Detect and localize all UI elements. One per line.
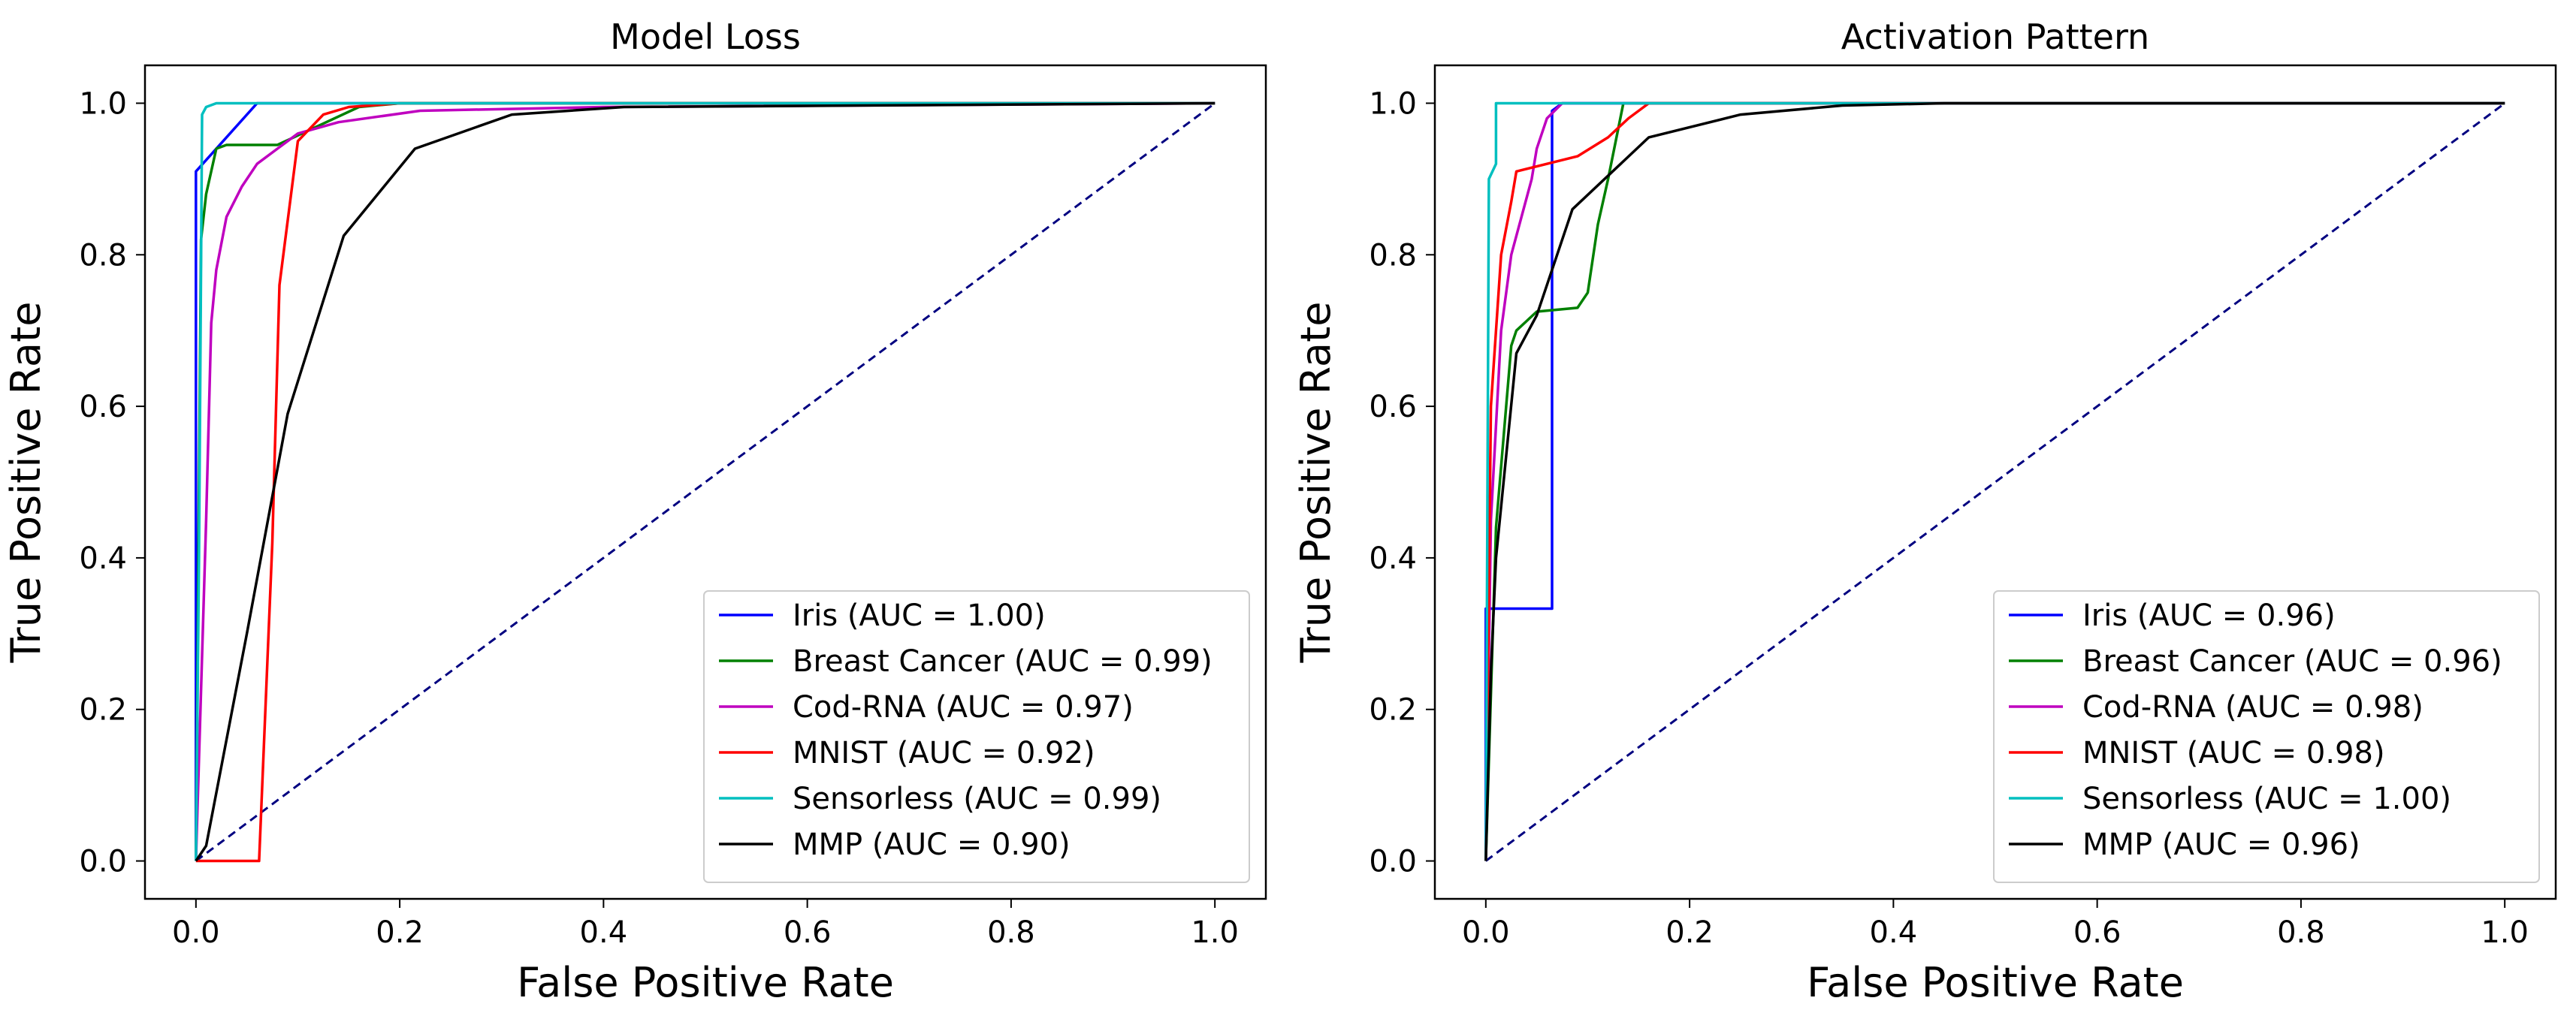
legend-entry: MMP (AUC = 0.96): [2082, 828, 2360, 862]
diagonal-reference-line: [1484, 102, 2506, 862]
y-tick-label: 0.4: [1369, 541, 1417, 576]
y-tick-label: 0.0: [1369, 845, 1417, 879]
chart-panel-model-loss: Model Loss False Positive Rate True Positi…: [2, 17, 1267, 1006]
x-tick-label: 0.8: [987, 915, 1035, 950]
series-group: [195, 101, 1216, 863]
x-axis-label: False Positive Rate: [1807, 959, 2184, 1006]
roc-curve-line: [1484, 101, 2505, 861]
legend-box: [1993, 590, 2540, 883]
diagonal-reference-line: [195, 102, 1216, 862]
y-tick-label: 0.0: [79, 845, 127, 879]
legend-box: [703, 590, 1250, 883]
plot-frame: [143, 64, 1267, 900]
legend-entry: MNIST (AUC = 0.92): [793, 736, 1095, 770]
y-tick-label: 0.6: [79, 390, 127, 424]
x-tick-label: 0.6: [784, 915, 832, 950]
roc-curve-line: [1484, 101, 2505, 861]
roc-curve-line: [195, 101, 1216, 861]
legend-entry: Sensorless (AUC = 1.00): [2082, 782, 2451, 816]
y-tick-label: 0.8: [1369, 238, 1417, 273]
x-tick-label: 0.2: [1665, 915, 1714, 950]
roc-curve-line: [1484, 101, 2505, 861]
legend-entry: Iris (AUC = 1.00): [793, 598, 1046, 633]
legend: Iris (AUC = 0.96) Breast Cancer (AUC = 0.…: [1993, 590, 2540, 883]
legend-entry: Breast Cancer (AUC = 0.96): [2082, 644, 2502, 679]
x-tick-label: 0.2: [376, 915, 424, 950]
chart-title: Activation Pattern: [1841, 17, 2149, 57]
y-tick-label: 0.2: [79, 693, 127, 728]
x-tick-label: 0.8: [2277, 915, 2325, 950]
x-tick-label: 1.0: [1191, 915, 1239, 950]
plot-frame: [1433, 64, 2557, 900]
x-tick-label: 0.0: [172, 915, 220, 950]
x-axis-label: False Positive Rate: [517, 959, 894, 1006]
y-tick-label: 0.2: [1369, 693, 1417, 728]
chart-panel-activation-pattern: Activation Pattern False Positive Rate Tru…: [1292, 17, 2557, 1006]
legend-entry: Cod-RNA (AUC = 0.97): [793, 690, 1134, 725]
x-tick-label: 0.4: [1870, 915, 1918, 950]
legend-entry: Sensorless (AUC = 0.99): [793, 782, 1161, 816]
y-tick-label: 1.0: [1369, 86, 1417, 121]
y-tick-label: 0.4: [79, 541, 127, 576]
y-tick-label: 1.0: [79, 86, 127, 121]
chart-title: Model Loss: [610, 17, 801, 57]
legend-entry: MMP (AUC = 0.90): [793, 828, 1071, 862]
legend-entry: Cod-RNA (AUC = 0.98): [2082, 690, 2423, 725]
y-axis-label: True Positive Rate: [1292, 301, 1339, 663]
legend-entry: MNIST (AUC = 0.98): [2082, 736, 2385, 770]
y-tick-label: 0.8: [79, 238, 127, 273]
x-tick-label: 1.0: [2481, 915, 2529, 950]
x-tick-label: 0.0: [1462, 915, 1510, 950]
series-group: [1484, 101, 2506, 862]
x-tick-label: 0.6: [2073, 915, 2122, 950]
roc-curve-line: [1484, 101, 2505, 861]
roc-curve-line: [1484, 101, 2505, 861]
x-tick-label: 0.4: [580, 915, 628, 950]
legend: Iris (AUC = 1.00) Breast Cancer (AUC = 0.…: [703, 590, 1250, 883]
roc-curve-line: [195, 101, 1216, 862]
legend-entry: Breast Cancer (AUC = 0.99): [793, 644, 1213, 679]
y-axis-label: True Positive Rate: [2, 301, 50, 663]
y-tick-label: 0.6: [1369, 390, 1417, 424]
legend-entry: Iris (AUC = 0.96): [2082, 598, 2336, 633]
roc-curve-line: [195, 101, 1216, 861]
